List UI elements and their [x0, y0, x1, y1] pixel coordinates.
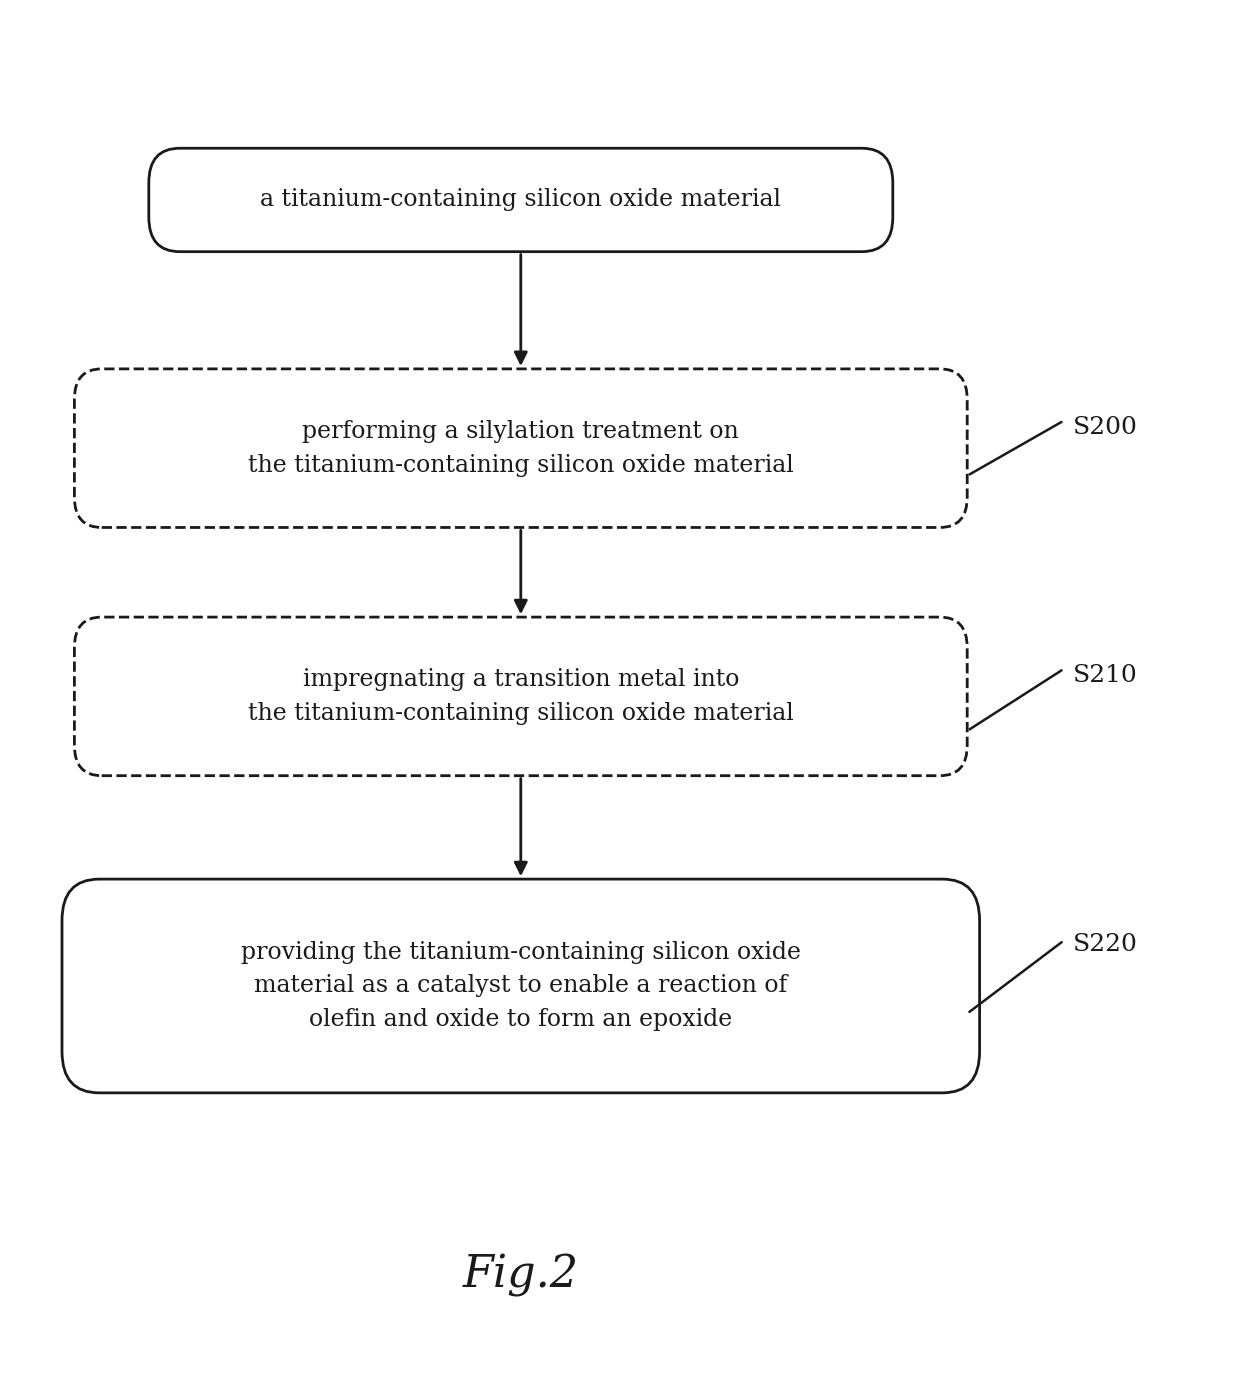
Text: impregnating a transition metal into
the titanium-containing silicon oxide mater: impregnating a transition metal into the… [248, 667, 794, 725]
Text: performing a silylation treatment on
the titanium-containing silicon oxide mater: performing a silylation treatment on the… [248, 419, 794, 477]
FancyBboxPatch shape [62, 880, 980, 1092]
Text: Fig.2: Fig.2 [463, 1254, 579, 1298]
FancyBboxPatch shape [74, 618, 967, 775]
Text: a titanium-containing silicon oxide material: a titanium-containing silicon oxide mate… [260, 189, 781, 211]
Text: providing the titanium-containing silicon oxide
material as a catalyst to enable: providing the titanium-containing silico… [241, 940, 801, 1031]
Text: S220: S220 [1073, 934, 1137, 956]
FancyBboxPatch shape [149, 149, 893, 251]
Text: S200: S200 [1073, 416, 1137, 439]
FancyBboxPatch shape [74, 368, 967, 527]
Text: S210: S210 [1073, 665, 1137, 687]
